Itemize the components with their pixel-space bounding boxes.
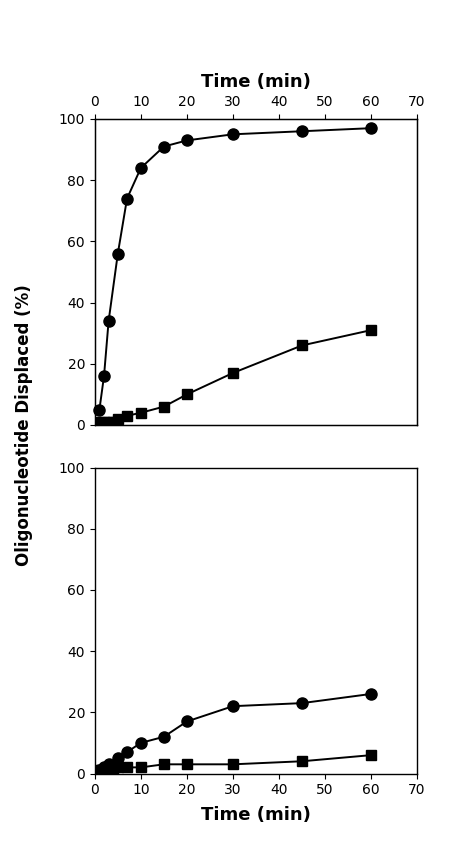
X-axis label: Time (min): Time (min)	[201, 73, 311, 91]
X-axis label: Time (min): Time (min)	[201, 806, 311, 824]
Text: Oligonucleotide Displaced (%): Oligonucleotide Displaced (%)	[15, 284, 33, 566]
